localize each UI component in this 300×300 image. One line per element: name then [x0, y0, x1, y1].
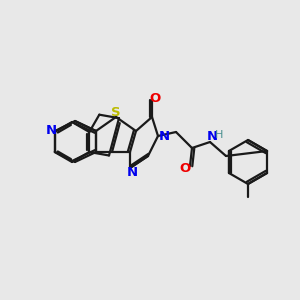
Text: H: H	[215, 130, 223, 140]
Text: N: N	[206, 130, 218, 142]
Text: O: O	[179, 163, 191, 176]
Text: N: N	[45, 124, 57, 136]
Text: N: N	[158, 130, 169, 142]
Text: O: O	[149, 92, 161, 104]
Text: S: S	[111, 106, 121, 118]
Text: N: N	[126, 167, 138, 179]
